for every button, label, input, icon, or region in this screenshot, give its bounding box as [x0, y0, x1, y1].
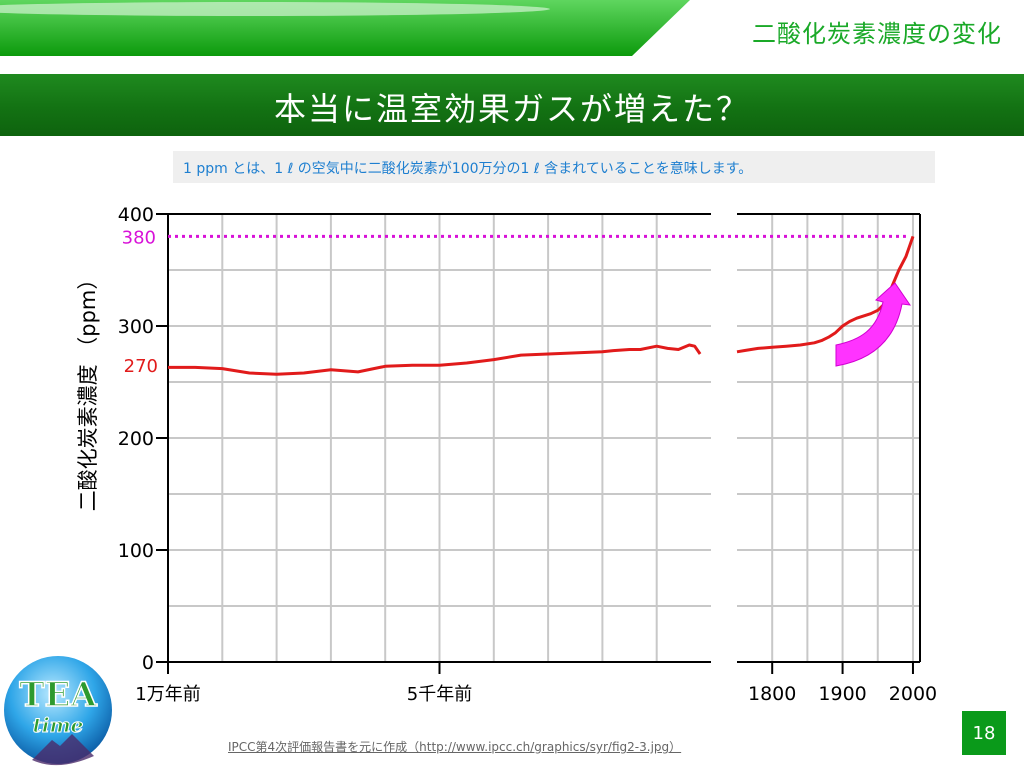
page-number: 18 — [962, 711, 1006, 755]
slide-title: 本当に温室効果ガスが増えた？ — [273, 90, 750, 128]
x-tick-label: 1900 — [818, 683, 866, 705]
start-value-label-270: 270 — [124, 356, 158, 377]
y-tick-label: 200 — [118, 428, 154, 450]
y-axis-title-text: 二酸化炭素濃度 （ppm） — [76, 268, 100, 512]
increase-arrow-icon — [835, 282, 912, 367]
definition-note-text: 1 ppm とは、1 ℓ の空気中に二酸化炭素が100万分の1 ℓ 含まれている… — [183, 161, 753, 177]
logo-text-tea: TEA — [19, 675, 97, 715]
x-tick-label: 5千年前 — [407, 684, 472, 705]
y-tick-label: 300 — [118, 316, 154, 338]
co2-chart: 0 100 200 300 400 1万年前 5千年前 1800 1900 2000 380 270 — [118, 204, 937, 705]
slide-subtitle: 二酸化炭素濃度の変化 — [752, 20, 1002, 48]
source-link[interactable]: IPCC第4次評価報告書を元に作成（http://www.ipcc.ch/gra… — [228, 740, 682, 754]
y-axis-title: 二酸化炭素濃度 （ppm） — [72, 200, 102, 580]
logo-text-time: time — [33, 713, 84, 737]
y-tick-label: 100 — [118, 540, 154, 562]
y-tick-label: 0 — [142, 652, 154, 674]
title-bar: 本当に温室効果ガスが増えた？ — [0, 74, 1024, 136]
x-tick-label: 2000 — [889, 683, 937, 705]
x-tick-label: 1800 — [748, 683, 796, 705]
reference-label-380: 380 — [122, 227, 156, 248]
header-decoration — [0, 0, 690, 56]
x-tick-label: 1万年前 — [135, 684, 200, 705]
co2-series-10000yr — [168, 343, 702, 376]
tea-time-logo: TEA time — [4, 656, 112, 766]
y-tick-label: 400 — [118, 204, 154, 226]
definition-note: 1 ppm とは、1 ℓ の空気中に二酸化炭素が100万分の1 ℓ 含まれている… — [173, 151, 935, 183]
